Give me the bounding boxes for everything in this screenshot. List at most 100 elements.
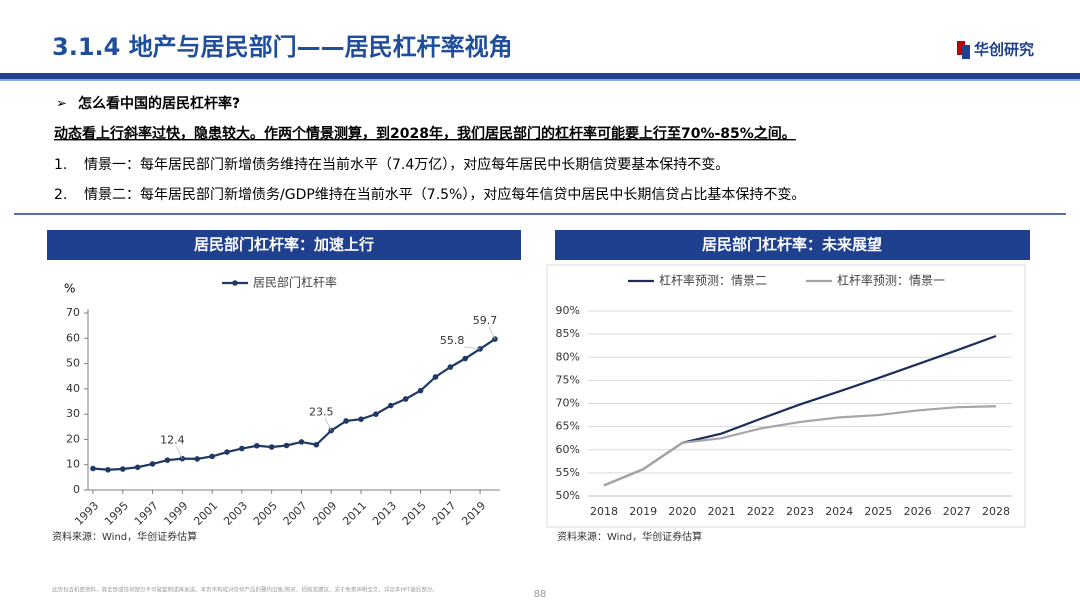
y-tick-label: 55% [556,466,580,479]
panel-title-bar [47,230,521,260]
point [358,416,364,423]
x-tick-label: 1993 [72,499,101,528]
item-text: 情景二：每年居民部门新增债务/GDP维持在当前水平（7.5%），对应每年信贷中居… [84,186,805,203]
slide-title: 3.1.4 地产与居民部门——居民杠杆率视角 [52,33,513,61]
point [462,355,469,362]
label-leader [464,346,481,350]
x-tick-label: 2009 [310,499,339,528]
x-tick-label: 1999 [162,499,191,528]
chart-frame [546,264,1026,528]
label-leader [488,326,496,340]
x-tick-label: 2022 [747,505,775,518]
header-band [0,79,1080,81]
y-tick-label: 65% [556,420,580,433]
x-tick-label: 2019 [459,499,488,528]
panel-title: 居民部门杠杆率：加速上行 [194,236,374,254]
source: 资料来源：Wind，华创证券估算 [557,530,702,543]
y-tick-label: 70 [66,306,80,319]
data-label: 23.5 [309,406,334,419]
logo-icon [962,45,970,59]
point [134,464,141,471]
y-tick-label: 60 [66,331,80,344]
logo-text: 华创研究 [974,41,1034,59]
disclaimer: 此页包含机密资料，其全部或任何部分不可被复制或再发送。本页不构成对任何产品的要约… [52,586,438,594]
point [402,396,409,402]
y-tick-label: 70% [556,397,580,410]
y-tick-label: 90% [556,304,580,317]
point [194,456,201,462]
x-tick-label: 2015 [400,499,429,528]
y-tick-label: 30 [66,407,80,420]
item-number: 2. [54,187,67,203]
point [387,402,394,409]
point [268,444,275,450]
x-tick-label: 2003 [221,499,250,528]
point [209,453,215,460]
legend-label: 杠杆率预测：情景二 [659,273,767,288]
y-tick-label: 50% [556,489,580,502]
y-tick-label: 40 [66,382,80,395]
point [492,336,498,342]
series-line [603,405,997,487]
x-tick-label: 2013 [370,499,399,528]
x-tick-label: 2026 [904,505,932,518]
x-tick-label: 2005 [251,499,280,528]
legend-marker [232,280,238,286]
x-tick-label: 1997 [132,499,161,528]
x-tick-label: 2023 [786,505,814,518]
data-label: 55.8 [440,334,465,347]
point [343,418,349,424]
y-tick-label: 50 [66,357,80,370]
x-tick-label: 2027 [943,505,971,518]
legend-label: 居民部门杠杆率 [253,275,337,290]
y-tick-label: 10 [66,458,80,471]
point [313,441,320,448]
point [224,449,230,455]
legend-label: 杠杆率预测：情景一 [837,273,945,288]
point [119,466,126,472]
point [417,387,424,394]
point [149,461,156,467]
point [253,442,260,449]
y-tick-label: 0 [73,483,80,496]
bullet: 怎么看中国的居民杠杆率? [78,95,240,112]
page-number: 88 [534,589,547,600]
point [164,457,171,463]
x-tick-label: 1995 [102,499,131,528]
data-label: 12.4 [160,434,185,447]
y-tick-label: 75% [556,373,580,386]
y-axis-unit: % [64,282,75,296]
x-tick-label: 2001 [191,499,220,528]
y-tick-label: 60% [556,443,580,456]
item-text: 情景一：每年居民部门新增债务维持在当前水平（7.4万亿），对应每年居民中长期信贷… [84,156,729,173]
x-tick-label: 2018 [590,505,618,518]
lead: 动态看上行斜率过快，隐患较大。作两个情景测算，到2028年，我们居民部门的杠杆率… [54,125,796,142]
x-tick-label: 2028 [982,505,1010,518]
point [432,374,439,380]
x-tick-label: 2025 [864,505,892,518]
point [283,442,290,449]
point [477,346,483,352]
point [179,455,186,462]
series-line [603,334,997,487]
point [105,466,111,473]
x-tick-label: 2011 [340,499,369,528]
label-leader [324,418,332,431]
y-tick-label: 85% [556,327,580,340]
bullet-marker: ➢ [56,97,67,112]
series-line [92,338,496,471]
label-leader [175,446,183,459]
point [90,465,96,472]
point [239,445,245,452]
header-band [0,73,1080,79]
y-tick-label: 80% [556,350,580,363]
point [298,439,305,445]
logo-icon [957,41,965,55]
y-tick-label: 20 [66,432,80,445]
x-tick-label: 2020 [668,505,696,518]
data-label: 59.7 [473,314,498,327]
point [328,427,335,434]
x-tick-label: 2007 [281,499,310,528]
